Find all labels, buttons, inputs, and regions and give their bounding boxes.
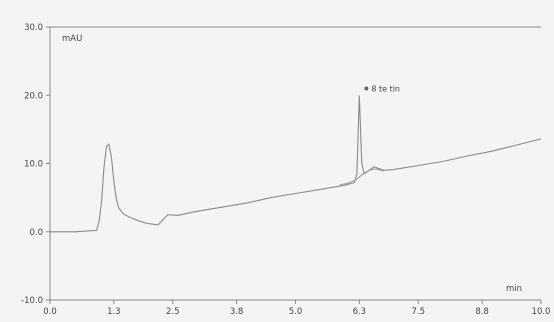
y-tick-label: 10.0: [24, 160, 43, 170]
peak-marker-dot: [364, 86, 369, 91]
y-tick-label: 0.0: [29, 228, 43, 238]
x-tick-label: 1.3: [107, 307, 121, 317]
x-tick-label: 7.5: [411, 307, 425, 317]
series-line-2: [339, 168, 385, 186]
x-tick-label: 2.5: [166, 307, 180, 317]
y-tick-label: 20.0: [24, 91, 43, 101]
y-tick-label: -10.0: [21, 296, 43, 306]
x-tick-label: 0.0: [43, 307, 57, 317]
y-axis-unit-label: mAU: [62, 34, 82, 44]
peak-annotation-label: 8 te tin: [371, 85, 400, 94]
x-tick-label: 3.8: [230, 307, 244, 317]
x-tick-label: 6.3: [353, 307, 367, 317]
annotation-layer: 8 te tin: [364, 85, 400, 94]
series-line-1: [50, 95, 542, 233]
y-tick-label: 30.0: [24, 23, 43, 33]
x-axis-unit-label: min: [506, 284, 522, 294]
labels-layer: mAU min: [62, 34, 522, 294]
x-tick-label: 5.0: [289, 307, 303, 317]
ticks-layer: -10.00.010.020.030.00.0 1.3 2.5 3.8 5.0 6.3 7.…: [21, 23, 550, 317]
series-layer: [50, 95, 542, 233]
x-tick-label: 10.0: [532, 307, 551, 317]
x-tick-label: 8.8: [475, 307, 489, 317]
